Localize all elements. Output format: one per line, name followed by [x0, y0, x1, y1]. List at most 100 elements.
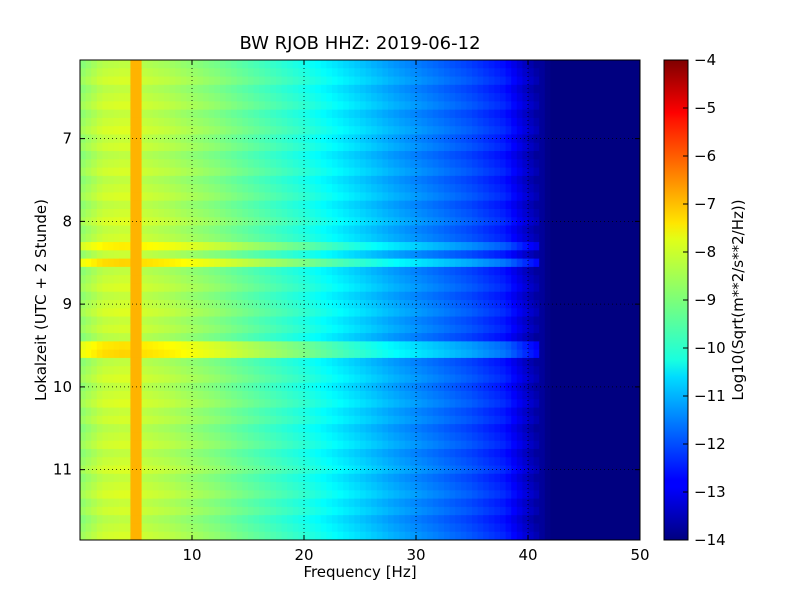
spectrogram-cell	[617, 424, 624, 434]
spectrogram-cell	[432, 109, 439, 119]
spectrogram-cell	[528, 109, 535, 119]
spectrogram-cell	[612, 101, 619, 111]
spectrogram-cell	[567, 134, 574, 144]
spectrogram-cell	[169, 93, 176, 102]
spectrogram-cell	[444, 142, 451, 152]
spectrogram-cell	[276, 109, 283, 119]
spectrogram-cell	[186, 109, 193, 119]
spectrogram-cell	[136, 101, 143, 111]
spectrogram-cell	[494, 399, 501, 409]
spectrogram-cell	[147, 357, 154, 367]
spectrogram-cell	[477, 341, 484, 351]
spectrogram-cell	[326, 242, 333, 251]
spectrogram-cell	[298, 283, 305, 293]
spectrogram-cell	[511, 316, 518, 326]
spectrogram-cell	[488, 142, 495, 152]
spectrogram-cell	[460, 399, 467, 409]
spectrogram-cell	[270, 349, 277, 359]
spectrogram-cell	[343, 151, 350, 160]
spectrogram-cell	[595, 440, 602, 450]
spectrogram-cell	[354, 184, 361, 194]
spectrogram-cell	[561, 84, 568, 94]
spectrogram-cell	[141, 93, 148, 102]
spectrogram-cell	[505, 151, 512, 160]
spectrogram-cell	[96, 109, 103, 119]
spectrogram-cell	[511, 242, 518, 251]
spectrogram-cell	[253, 266, 260, 276]
spectrogram-cell	[231, 391, 238, 400]
spectrogram-cell	[186, 126, 193, 136]
spectrogram-cell	[192, 333, 199, 342]
spectrogram-cell	[438, 465, 445, 475]
spectrogram-cell	[432, 440, 439, 450]
spectrogram-cell	[236, 341, 243, 351]
spectrogram-cell	[612, 382, 619, 392]
spectrogram-cell	[276, 192, 283, 202]
spectrogram-cell	[606, 324, 613, 334]
spectrogram-cell	[533, 424, 540, 434]
spectrogram-cell	[371, 225, 378, 235]
spectrogram-cell	[416, 126, 423, 136]
spectrogram-cell	[472, 84, 479, 94]
spectrogram-cell	[472, 217, 479, 227]
spectrogram-cell	[186, 333, 193, 342]
spectrogram-cell	[242, 192, 249, 202]
spectrogram-cell	[175, 159, 182, 169]
spectrogram-cell	[572, 465, 579, 475]
spectrogram-cell	[220, 457, 227, 467]
spectrogram-cell	[460, 308, 467, 318]
spectrogram-cell	[124, 184, 131, 194]
spectrogram-cell	[332, 184, 339, 194]
spectrogram-cell	[595, 341, 602, 351]
spectrogram-cell	[231, 258, 238, 268]
spectrogram-cell	[421, 424, 428, 434]
spectrogram-cell	[522, 465, 529, 475]
spectrogram-cell	[600, 117, 607, 127]
spectrogram-cell	[175, 424, 182, 434]
spectrogram-cell	[309, 308, 316, 318]
spectrogram-cell	[427, 134, 434, 144]
spectrogram-cell	[500, 126, 507, 136]
spectrogram-cell	[371, 399, 378, 409]
spectrogram-cell	[567, 266, 574, 276]
spectrogram-cell	[169, 258, 176, 268]
spectrogram-cell	[460, 208, 467, 218]
spectrogram-cell	[231, 424, 238, 434]
spectrogram-cell	[528, 324, 535, 334]
spectrogram-cell	[326, 217, 333, 227]
spectrogram-cell	[365, 333, 372, 342]
spectrogram-cell	[298, 391, 305, 400]
spectrogram-cell	[130, 126, 137, 136]
spectrogram-cell	[192, 382, 199, 392]
spectrogram-cell	[505, 341, 512, 351]
spectrogram-cell	[449, 68, 456, 78]
spectrogram-cell	[617, 233, 624, 243]
spectrogram-cell	[444, 266, 451, 276]
spectrogram-cell	[315, 175, 322, 185]
spectrogram-cell	[309, 68, 316, 78]
spectrogram-cell	[248, 167, 255, 177]
spectrogram-cell	[449, 366, 456, 376]
spectrogram-cell	[455, 357, 462, 367]
spectrogram-cell	[169, 448, 176, 458]
spectrogram-cell	[320, 275, 327, 285]
spectrogram-cell	[488, 465, 495, 475]
spectrogram-cell	[455, 93, 462, 102]
spectrogram-cell	[270, 93, 277, 102]
spectrogram-cell	[298, 457, 305, 467]
spectrogram-cell	[130, 432, 137, 442]
spectrogram-cell	[225, 432, 232, 442]
spectrogram-cell	[539, 266, 546, 276]
spectrogram-cell	[522, 316, 529, 326]
spectrogram-cell	[164, 225, 171, 235]
spectrogram-cell	[326, 167, 333, 177]
spectrogram-cell	[186, 415, 193, 425]
spectrogram-cell	[561, 126, 568, 136]
spectrogram-cell	[416, 440, 423, 450]
spectrogram-cell	[141, 448, 148, 458]
spectrogram-cell	[606, 117, 613, 127]
spectrogram-cell	[561, 109, 568, 119]
spectrogram-cell	[253, 275, 260, 285]
spectrogram-cell	[371, 457, 378, 467]
spectrogram-cell	[623, 333, 630, 342]
